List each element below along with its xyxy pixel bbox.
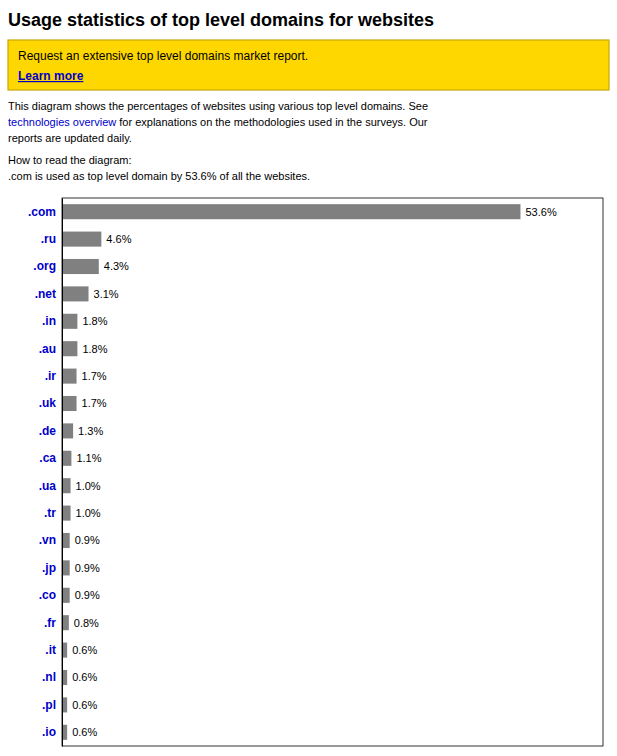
bars (62, 204, 520, 740)
data-label: 4.3% (104, 260, 129, 272)
y-tick: .ir (45, 369, 62, 383)
data-label: 0.6% (72, 699, 97, 711)
y-tick: .ca (39, 451, 62, 465)
description-line: technologies overview for explanations o… (8, 116, 428, 128)
y-tick: .it (45, 643, 62, 657)
y-tick: .com (28, 205, 62, 219)
howto-line: .com is used as top level domain by 53.6… (8, 170, 310, 182)
chart-page: Usage statistics of top level domains fo… (0, 0, 617, 756)
data-labels: 53.6% 4.6% 4.3% 3.1% 1.8% 1.8% 1.7% 1.7% 1.3% 1.1… (72, 206, 557, 739)
y-tick: .nl (42, 670, 62, 684)
y-tick-label: .net (35, 287, 56, 301)
data-label: 1.7% (82, 370, 107, 382)
data-label: 4.6% (106, 233, 131, 245)
bar (62, 478, 71, 493)
y-tick: .net (35, 287, 62, 301)
banner-text: Request an extensive top level domains m… (18, 49, 308, 63)
data-label: 3.1% (94, 288, 119, 300)
data-label: 0.6% (72, 726, 97, 738)
y-tick-label: .ir (45, 369, 57, 383)
banner-box (8, 40, 609, 90)
bar (62, 396, 77, 411)
data-label: 1.1% (76, 452, 101, 464)
y-tick: .vn (39, 533, 62, 547)
bar (62, 533, 70, 548)
y-tick: .au (39, 342, 62, 356)
y-tick: .io (42, 725, 62, 739)
y-tick-label: .ru (41, 232, 56, 246)
y-tick-label: .uk (39, 396, 57, 410)
y-tick: .ua (39, 479, 62, 493)
data-label: 0.9% (75, 589, 100, 601)
data-label: 53.6% (525, 206, 556, 218)
y-tick-label: .au (39, 342, 56, 356)
bar (62, 314, 77, 329)
banner: Request an extensive top level domains m… (8, 40, 609, 90)
bar (62, 451, 71, 466)
y-tick: .pl (42, 698, 62, 712)
y-tick: .de (39, 424, 62, 438)
bar (62, 588, 70, 603)
title: Usage statistics of top level domains fo… (8, 10, 434, 30)
data-label: 0.6% (72, 671, 97, 683)
data-label: 0.8% (74, 617, 99, 629)
y-tick-label: .co (39, 588, 56, 602)
bar (62, 232, 101, 247)
y-tick-label: .pl (42, 698, 56, 712)
bar (62, 615, 69, 630)
bar (62, 560, 70, 575)
data-label: 1.3% (78, 425, 103, 437)
description: This diagram shows the percentages of we… (8, 100, 428, 182)
y-tick-label: .fr (44, 616, 56, 630)
howto-line: How to read the diagram: (8, 154, 132, 166)
y-tick: .in (42, 314, 62, 328)
y-tick-label: .it (45, 643, 56, 657)
y-tick-label: .tr (44, 506, 56, 520)
y-tick-label: .io (42, 725, 56, 739)
bar (62, 506, 71, 521)
y-tick: .tr (44, 506, 62, 520)
data-label: 0.9% (75, 562, 100, 574)
y-tick-label: .com (28, 205, 56, 219)
data-label: 0.9% (75, 534, 100, 546)
data-label: 1.8% (82, 343, 107, 355)
y-tick-label: .in (42, 314, 56, 328)
y-tick: .uk (39, 396, 62, 410)
y-tick: .co (39, 588, 62, 602)
y-tick-label: .ua (39, 479, 57, 493)
y-tick-label: .jp (42, 561, 56, 575)
y-tick: .fr (44, 616, 62, 630)
data-label: 1.7% (82, 397, 107, 409)
y-axis: .com .ru .org .net .in .au .ir .uk .de .ca .ua .tr.… (28, 199, 63, 747)
y-axis-line (62, 199, 63, 747)
bar (62, 286, 89, 301)
bar (62, 259, 99, 274)
description-link: technologies overview (8, 116, 116, 128)
description-line: reports are updated daily. (8, 132, 132, 144)
bar (62, 369, 77, 384)
bar (62, 423, 73, 438)
y-tick: .ru (41, 232, 62, 246)
data-label: 1.8% (82, 315, 107, 327)
y-tick: .org (33, 259, 62, 273)
banner-link: Learn more (18, 69, 84, 83)
y-tick-label: .org (33, 259, 56, 273)
y-tick-label: .vn (39, 533, 56, 547)
y-tick: .jp (42, 561, 62, 575)
bar (62, 341, 77, 356)
y-tick-label: .ca (39, 451, 56, 465)
data-label: 1.0% (76, 507, 101, 519)
y-tick-label: .nl (42, 670, 56, 684)
plot-frame (62, 198, 603, 746)
data-label: 0.6% (72, 644, 97, 656)
y-tick-label: .de (39, 424, 57, 438)
bar (62, 204, 520, 219)
description-text: for explanations on the methodologies us… (116, 116, 428, 128)
plot: 53.6% 4.6% 4.3% 3.1% 1.8% 1.8% 1.7% 1.7% 1.3% 1.1… (28, 198, 603, 747)
description-line: This diagram shows the percentages of we… (8, 100, 428, 112)
data-label: 1.0% (76, 480, 101, 492)
